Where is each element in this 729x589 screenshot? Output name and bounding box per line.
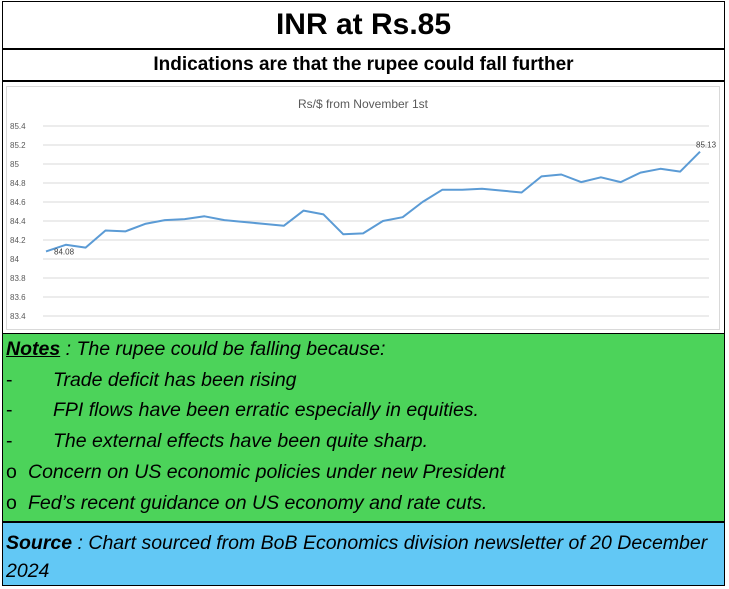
y-tick-label: 84.2 [10,236,26,245]
page-title: INR at Rs.85 [275,8,452,41]
y-tick-label: 85 [10,160,19,169]
source-text: : Chart sourced from BoB Economics divis… [6,532,708,582]
y-tick-label: 85.2 [10,141,26,150]
notes-subitem: o Concern on US economic policies under n… [6,461,505,484]
y-tick-label: 84.6 [10,198,26,207]
y-tick-label: 84 [10,255,19,264]
notes-intro: : The rupee could be falling because: [60,338,386,360]
notes-panel: Notes : The rupee could be falling becau… [2,333,725,522]
notes-item-text: The external effects have been quite sha… [53,430,429,452]
notes-item: - FPI flows have been erratic especially … [6,399,479,422]
notes-subitem: o Fed’s recent guidance on US economy and… [6,492,487,515]
line-chart: Rs/$ from November 1st 85.4 85.2 85 84.8 84.… [10,97,717,321]
y-tick-label: 83.4 [10,312,26,321]
y-tick-label: 83.6 [10,293,26,302]
chart-container: Rs/$ from November 1st 85.4 85.2 85 84.8 84.… [2,82,725,333]
notes-subitem-text: Concern on US economic policies under ne… [28,461,505,483]
sub-marker: o [6,492,17,514]
notes-item-text: FPI flows have been erratic especially i… [53,399,479,421]
data-label: 85.13 [696,141,717,150]
sub-marker: o [6,461,17,483]
data-label: 84.08 [54,247,75,256]
dash-marker: - [6,399,13,421]
chart-title: Rs/$ from November 1st [298,97,429,111]
notes-item: - Trade deficit has been rising [6,369,297,392]
notes-intro-line: Notes : The rupee could be falling becau… [6,338,385,361]
notes-item-text: Trade deficit has been rising [53,369,297,391]
source-heading: Source [6,532,73,554]
source-panel: Source : Chart sourced from BoB Economic… [2,522,725,586]
dash-marker: - [6,369,13,391]
y-tick-label: 85.4 [10,122,26,131]
dash-marker: - [6,430,13,452]
notes-item: - The external effects have been quite sh… [6,430,428,453]
notes-subitem-text: Fed’s recent guidance on US economy and … [28,492,488,514]
y-tick-label: 84.8 [10,179,26,188]
series-line [45,150,701,253]
y-tick-label: 84.4 [10,217,26,226]
title-bar: INR at Rs.85 [2,1,725,49]
subtitle-bar: Indications are that the rupee could fal… [2,49,725,82]
page-subtitle: Indications are that the rupee could fal… [153,54,574,75]
notes-heading: Notes [6,338,61,360]
y-tick-label: 83.8 [10,274,26,283]
chart-area: Rs/$ from November 1st 85.4 85.2 85 84.8 84.… [6,86,720,330]
